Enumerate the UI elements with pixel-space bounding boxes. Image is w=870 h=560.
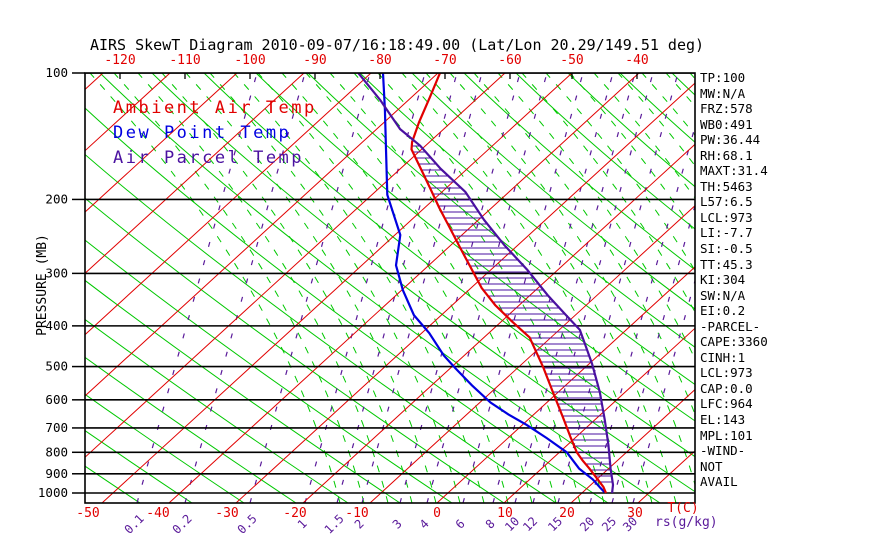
pressure-axis-title: PRESSURE (MB) — [35, 234, 50, 336]
panel-line: SW:N/A — [700, 287, 746, 303]
bottom-temp-label: -40 — [146, 506, 169, 521]
bottom-temp-label: 10 — [497, 506, 513, 521]
pressure-tick-label: 300 — [45, 265, 68, 280]
panel-line: WB0:491 — [700, 116, 753, 132]
panel-line: FRZ:578 — [700, 101, 753, 117]
panel-line: KI:304 — [700, 272, 746, 288]
mixing-ratio-label: 1.5 — [322, 512, 347, 537]
pressure-tick-label: 600 — [45, 392, 68, 407]
mixing-ratio-label: 6 — [453, 517, 468, 532]
mixing-ratio-label: 25 — [599, 514, 619, 534]
panel-line: LCL:973 — [700, 365, 753, 381]
isotherm-grid — [85, 73, 695, 503]
panel-line: TT:45.3 — [700, 256, 753, 272]
mixing-axis-title: rs(g/kg) — [655, 515, 718, 530]
mixing-ratio-label: 8 — [483, 517, 498, 532]
top-temp-label: -110 — [169, 53, 200, 68]
panel-line: LCL:973 — [700, 209, 753, 225]
panel-line: SI:-0.5 — [700, 241, 753, 257]
legend: Ambient Air Temp Dew Point Temp Air Parcel… — [113, 96, 317, 171]
cape-hatch-area — [411, 145, 613, 483]
pressure-tick-label: 1000 — [38, 485, 68, 500]
mixing-ratio-label: 0.1 — [122, 512, 147, 537]
mixing-ratio-label: 3 — [390, 517, 405, 532]
axis-labels: 1002003004005006007008009001000PRESSURE … — [35, 53, 718, 537]
bottom-temp-label: 20 — [559, 506, 575, 521]
panel-line: LFC:964 — [700, 396, 753, 412]
top-temp-label: -80 — [368, 53, 391, 68]
pressure-tick-label: 500 — [45, 359, 68, 374]
legend-item-0: Ambient Air Temp — [113, 98, 317, 118]
legend-item-2: Air Parcel Temp — [113, 148, 305, 168]
panel-line: RH:68.1 — [700, 147, 753, 163]
parcel-temp-curve — [357, 73, 615, 494]
mixing-ratio-label: 20 — [577, 514, 597, 534]
bottom-temp-label: -20 — [283, 506, 306, 521]
chart-title: AIRS SkewT Diagram 2010-09-07/16:18:49.0… — [89, 36, 705, 54]
top-temp-label: -50 — [560, 53, 583, 68]
panel-line: MAXT:31.4 — [700, 163, 768, 179]
indices-panel: TP:100 MW:N/A FRZ:578 WB0:491 PW:36.44 RH:68.… — [700, 70, 768, 490]
bottom-temp-label: 0 — [433, 506, 441, 521]
plot-area — [85, 73, 695, 503]
pressure-tick-label: 800 — [45, 444, 68, 459]
ambient-temp-curve — [410, 73, 608, 494]
panel-line: L57:6.5 — [700, 194, 753, 210]
panel-line: MW:N/A — [700, 85, 746, 101]
panel-line: EL:143 — [700, 412, 746, 428]
bottom-temp-label: 30 — [627, 506, 643, 521]
panel-line: LI:-7.7 — [700, 225, 753, 241]
top-temp-label: -40 — [625, 53, 648, 68]
dewpoint-curve — [381, 73, 606, 493]
top-temp-label: -60 — [498, 53, 521, 68]
panel-line: TH:5463 — [700, 178, 753, 194]
top-temp-label: -100 — [234, 53, 265, 68]
plot-frame — [84, 72, 696, 504]
panel-line: -WIND- — [700, 443, 746, 459]
pressure-tick-label: 900 — [45, 466, 68, 481]
pressure-tick-label: 700 — [45, 420, 68, 435]
bottom-temp-label: -30 — [215, 506, 238, 521]
mixing-ratio-label: 4 — [417, 517, 432, 532]
panel-line: CAPE:3360 — [700, 334, 768, 350]
bottom-temp-label: -50 — [76, 506, 99, 521]
pressure-tick-label: 100 — [45, 65, 68, 80]
mixing-ratio-label: 0.2 — [170, 512, 195, 537]
panel-line: NOT — [700, 458, 723, 474]
panel-line: CAP:0.0 — [700, 380, 753, 396]
top-temp-label: -120 — [104, 53, 135, 68]
panel-line: MPL:101 — [700, 427, 753, 443]
panel-line: TP:100 — [700, 70, 746, 85]
legend-item-1: Dew Point Temp — [113, 123, 292, 143]
panel-line: -PARCEL- — [700, 318, 761, 334]
panel-line: EI:0.2 — [700, 303, 746, 319]
bottom-temp-label: -10 — [345, 506, 368, 521]
mixing-ratio-label: 12 — [520, 514, 540, 534]
top-temp-label: -70 — [433, 53, 456, 68]
top-temp-label: -90 — [303, 53, 326, 68]
panel-line: AVAIL — [700, 474, 738, 490]
pressure-tick-label: 200 — [45, 191, 68, 206]
panel-line: PW:36.44 — [700, 132, 761, 148]
pressure-tick-label: 400 — [45, 318, 68, 333]
temp-axis-title: T(C) — [667, 501, 698, 516]
panel-line: CINH:1 — [700, 349, 746, 365]
